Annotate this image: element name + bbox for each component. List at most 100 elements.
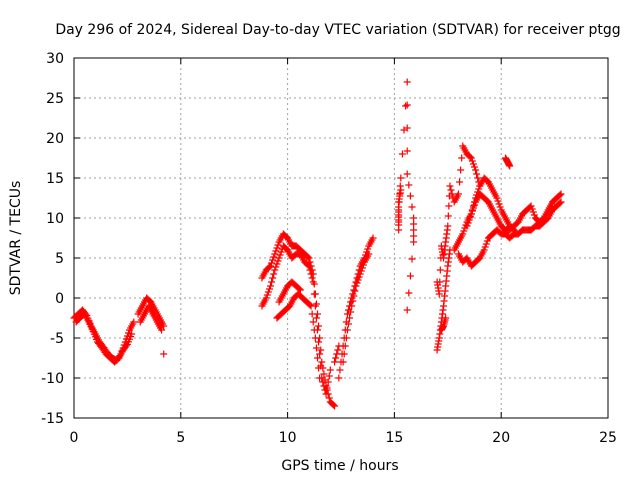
y-axis-ticks: -15 -10 -5 0 5 10 15 20 25 30 xyxy=(41,51,608,427)
data-point xyxy=(320,370,328,378)
data-point xyxy=(403,147,411,155)
data-point xyxy=(314,354,322,362)
data-point xyxy=(468,157,476,165)
data-point xyxy=(475,185,483,193)
series-mid-a xyxy=(258,230,339,410)
data-point xyxy=(306,266,314,274)
plot-frame xyxy=(73,57,609,419)
y-tick-label: -10 xyxy=(41,371,64,387)
data-point xyxy=(271,266,279,274)
data-point xyxy=(339,358,347,366)
data-point xyxy=(445,202,453,210)
data-point xyxy=(462,221,470,229)
data-point xyxy=(457,166,465,174)
data-point xyxy=(403,306,411,314)
data-point xyxy=(326,366,334,374)
series-late-a xyxy=(433,246,454,354)
data-point xyxy=(331,402,339,410)
data-point xyxy=(325,394,333,402)
data-point xyxy=(461,224,469,232)
data-point xyxy=(473,191,481,199)
data-point xyxy=(341,342,349,350)
data-point xyxy=(272,263,280,271)
data-point xyxy=(270,253,278,261)
data-point xyxy=(410,214,418,222)
data-point xyxy=(309,278,317,286)
data-point xyxy=(310,326,318,334)
data-point xyxy=(323,384,331,392)
series-late-d xyxy=(463,190,565,234)
data-point xyxy=(469,160,477,168)
data-point xyxy=(124,329,132,337)
data-point xyxy=(466,153,474,161)
data-point xyxy=(350,292,358,300)
data-point xyxy=(406,272,414,280)
data-point xyxy=(527,202,535,210)
data-point xyxy=(309,318,317,326)
y-tick-label: 30 xyxy=(46,51,64,67)
series-rise-b xyxy=(339,250,373,366)
y-tick-label: 20 xyxy=(46,131,64,147)
data-point xyxy=(344,320,352,328)
data-point xyxy=(275,254,283,262)
series-late-b xyxy=(433,142,518,298)
series-late-c xyxy=(454,198,565,270)
data-point xyxy=(331,358,339,366)
data-points xyxy=(70,78,565,410)
data-point xyxy=(122,342,130,350)
data-point xyxy=(315,364,323,372)
data-point xyxy=(435,290,443,298)
data-point xyxy=(295,285,303,293)
data-point xyxy=(350,286,358,294)
data-point xyxy=(469,202,477,210)
data-point xyxy=(476,182,484,190)
data-point xyxy=(343,326,351,334)
y-tick-label: 10 xyxy=(46,211,64,227)
data-point xyxy=(336,366,344,374)
data-point xyxy=(306,301,314,309)
data-point xyxy=(264,288,272,296)
data-point xyxy=(556,191,564,199)
data-point xyxy=(325,372,333,380)
data-point xyxy=(342,334,350,342)
data-point xyxy=(446,182,454,190)
data-point xyxy=(349,297,357,305)
data-point xyxy=(557,190,565,198)
data-point xyxy=(458,154,466,162)
data-point xyxy=(271,250,279,258)
y-tick-label: 0 xyxy=(55,291,64,307)
data-point xyxy=(357,267,365,275)
series-mid-d xyxy=(275,278,304,306)
data-point xyxy=(410,232,418,240)
data-point xyxy=(496,203,504,211)
chart-title: Day 296 of 2024, Sidereal Day-to-day VTE… xyxy=(55,22,620,38)
data-point xyxy=(494,197,502,205)
data-point xyxy=(403,124,411,132)
data-point xyxy=(334,346,342,354)
data-point xyxy=(473,170,481,178)
data-point xyxy=(405,181,413,189)
data-point xyxy=(467,210,475,218)
data-point xyxy=(410,220,418,228)
y-axis-label: SDTVAR / TECUs xyxy=(8,181,24,296)
series-rise-c xyxy=(331,342,343,366)
data-point xyxy=(128,330,136,338)
data-point xyxy=(448,190,456,198)
x-tick-label: 0 xyxy=(70,430,79,446)
series-isolated-b xyxy=(395,186,405,226)
series-early-e xyxy=(160,350,168,358)
data-point xyxy=(330,401,338,409)
data-point xyxy=(267,282,275,290)
data-point xyxy=(406,192,414,200)
data-point xyxy=(556,199,564,207)
data-point xyxy=(307,270,315,278)
data-point xyxy=(447,186,455,194)
data-point xyxy=(460,227,468,235)
data-point xyxy=(444,212,452,220)
data-point xyxy=(310,290,318,298)
data-point xyxy=(263,291,271,299)
data-point xyxy=(265,263,273,271)
data-point xyxy=(346,314,354,322)
data-point xyxy=(348,302,356,310)
series-late-e xyxy=(501,154,514,170)
